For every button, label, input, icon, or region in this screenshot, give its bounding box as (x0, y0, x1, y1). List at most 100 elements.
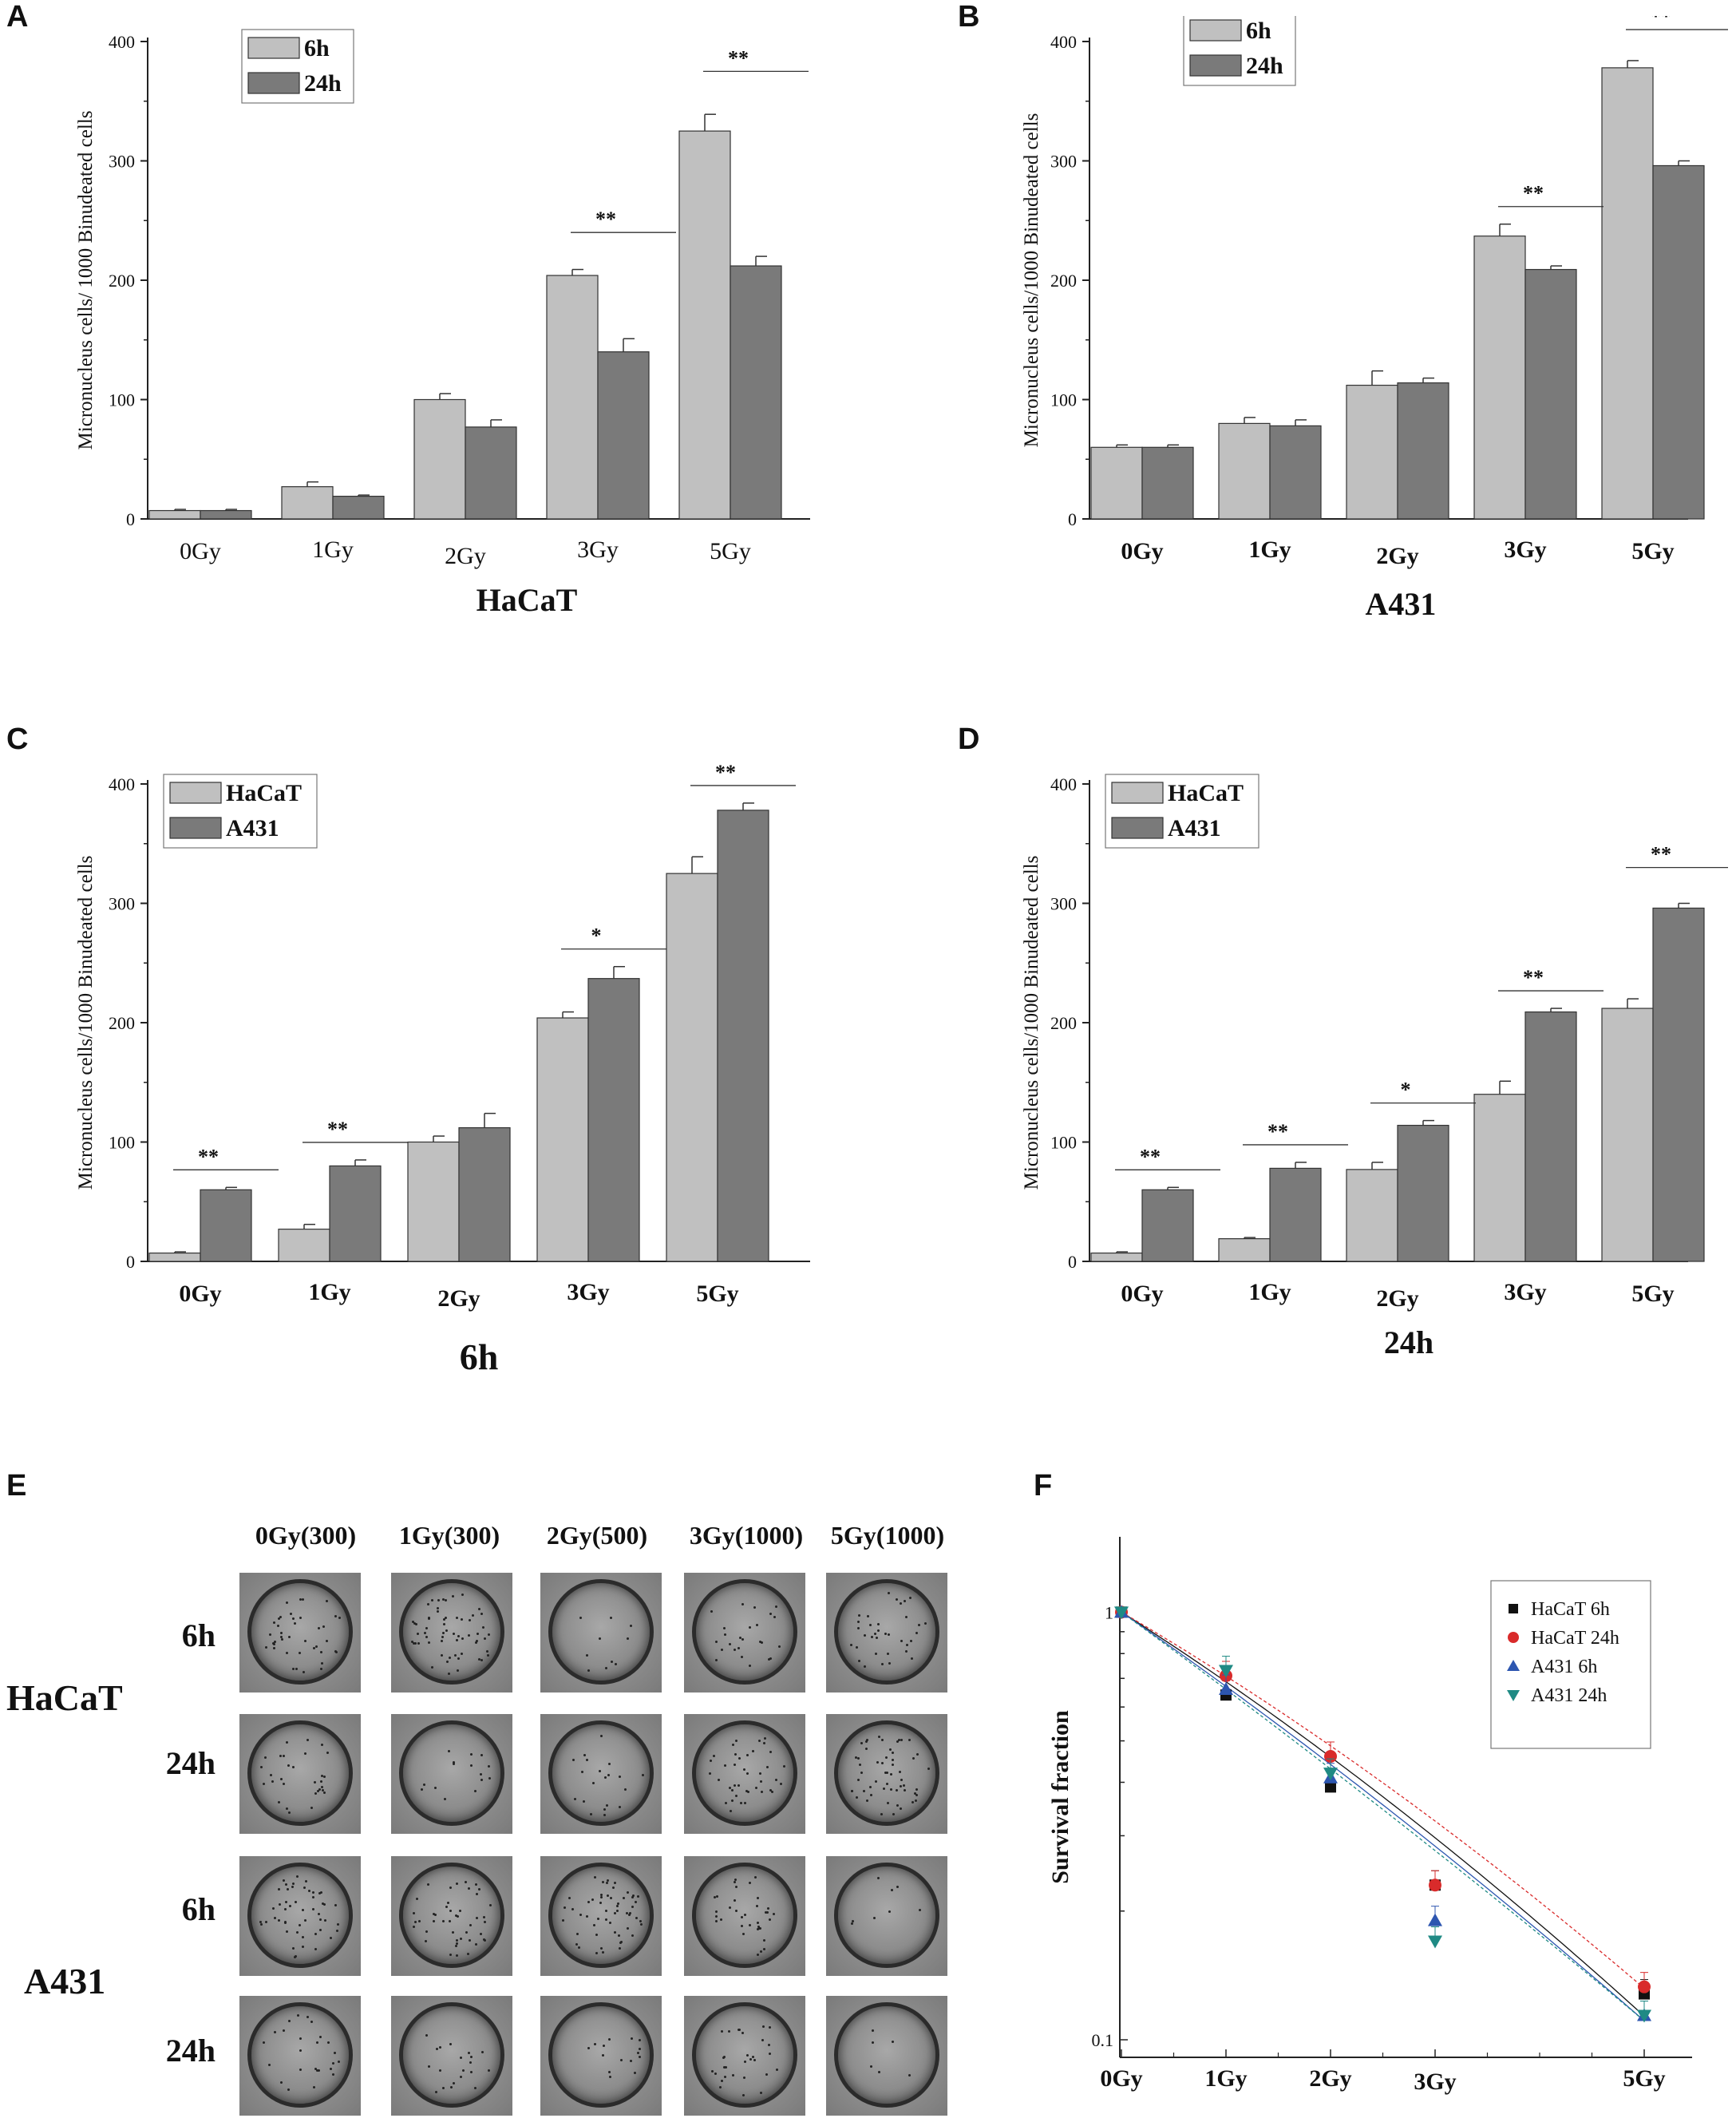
colony-dot (319, 1668, 322, 1671)
chart-a-xtick-label-1: 1Gy (312, 536, 354, 563)
colony-dot (589, 1812, 592, 1815)
colony-dot (636, 2052, 639, 2055)
colony-dot (417, 1632, 420, 1635)
colony-dot (722, 2066, 726, 2069)
colony-dot (454, 1654, 457, 1657)
dish-r3-c4 (834, 2002, 939, 2108)
col-header-3gy: 3Gy(1000) (689, 1521, 804, 1550)
colony-dot (866, 1799, 869, 1803)
colony-dot (279, 1755, 283, 1758)
colony-dot (273, 2030, 276, 2033)
colony-dot (281, 1638, 284, 1641)
colony-dot (903, 1600, 906, 1603)
colony-dot (763, 1938, 766, 1942)
colony-dot (743, 1768, 746, 1771)
colony-dot (580, 1770, 583, 1773)
chart-c-sig-label-1: ** (327, 1118, 348, 1141)
chart-b-xtick-label-2: 2Gy (1376, 543, 1418, 569)
colony-dot (734, 1879, 737, 1882)
chart-b-bar-24h-0gy (1141, 446, 1194, 520)
colony-dot (270, 1773, 273, 1776)
chart-f-point-a431-24h-1 (1219, 1665, 1233, 1678)
colony-dot (776, 2068, 779, 2071)
colony-dot (439, 2046, 442, 2049)
colony-dot (414, 1642, 417, 1645)
colony-dot (856, 1778, 860, 1781)
colony-dot (874, 1632, 877, 1635)
colony-dot (469, 1764, 473, 1768)
colony-dot (306, 1739, 310, 1742)
colony-dot (460, 1618, 463, 1621)
colony-dot (461, 1593, 464, 1596)
colony-dot (318, 1918, 322, 1921)
colony-dot (863, 1665, 866, 1669)
chart-c-xtick-label-2: 2Gy (437, 1285, 480, 1312)
colony-dot (317, 1626, 320, 1629)
colony-dot (292, 1766, 295, 1769)
colony-dot (453, 1761, 456, 1764)
chart-f-point-a431-24h-2 (1323, 1768, 1338, 1781)
colony-dot (317, 1789, 320, 1792)
colony-dot (883, 1787, 886, 1790)
colony-dot (746, 1790, 749, 1793)
chart-d-bar-a431-3gy (1524, 1011, 1577, 1262)
colony-dot (620, 2058, 623, 2061)
colony-dot (906, 1644, 909, 1647)
colony-dot (626, 1911, 629, 1914)
colony-dot (265, 1920, 268, 1923)
chart-d-legend-label-0: HaCaT (1168, 780, 1244, 806)
colony-dot (285, 1883, 288, 1886)
chart-b-sig-label-1: ** (1651, 16, 1671, 28)
colony-dot (738, 1636, 741, 1639)
chart-b-title: A431 (1366, 586, 1437, 622)
chart-f-fit-hacat-24h (1121, 1611, 1645, 1989)
colony-dot (616, 1905, 619, 1908)
colony-dot (437, 1598, 441, 1601)
colony-dot (721, 2030, 724, 2033)
colony-dot (733, 1784, 736, 1787)
colony-dot (459, 1938, 462, 1941)
colony-dot (900, 1779, 903, 1782)
colony-dot (633, 2071, 636, 2074)
colony-dot (875, 1636, 878, 1639)
chart-c-legend-label-0: HaCaT (226, 780, 302, 806)
colony-dot (452, 1762, 455, 1765)
colony-dot (609, 1896, 612, 1899)
colony-dot (594, 1876, 597, 1879)
chart-a-bar-6h-5gy (678, 130, 731, 520)
colony-dot (720, 1649, 723, 1652)
colony-dot (264, 1645, 267, 1649)
chart-c-bar-hacat-5gy (666, 873, 718, 1262)
chart-c-sig-label-3: ** (715, 761, 736, 784)
chart-a-bar-24h-1gy (332, 495, 385, 520)
panel-label-c: C (6, 723, 29, 756)
colony-dot (769, 1789, 772, 1792)
colony-dot (740, 1801, 743, 1804)
colony-dot (474, 1883, 477, 1886)
colony-dot (305, 1879, 308, 1883)
colony-dot (587, 2047, 590, 2050)
colony-dot (783, 1765, 786, 1768)
chart-b-ytick-label-2: 200 (1050, 271, 1077, 291)
chart-a-bar-6h-2gy (413, 398, 466, 520)
colony-dot (725, 1802, 728, 1805)
colony-dot (708, 1772, 711, 1775)
colony-dot (473, 1790, 477, 1793)
chart-a-xtick-label-0: 0Gy (180, 538, 221, 564)
colony-dot (562, 1918, 565, 1922)
colony-dot (741, 1602, 744, 1605)
chart-b-xtick-label-3: 3Gy (1504, 536, 1546, 563)
chart-c-bar-a431-2gy (458, 1126, 511, 1262)
colony-dot (480, 1613, 483, 1616)
chart-d-24h: 0 100 200 300 400 Micronucleus cells/1000 Bin… (1021, 774, 1728, 1360)
colony-dot (757, 1925, 761, 1928)
colony-dot (286, 1807, 289, 1811)
chart-d-bar-hacat-2gy (1346, 1169, 1398, 1262)
colony-dot (615, 1662, 617, 1665)
chart-b-bar-6h-2gy (1346, 384, 1398, 520)
colony-dot (733, 1880, 736, 1883)
colony-dot (862, 1789, 865, 1792)
colony-dot (634, 1900, 637, 1903)
colony-dot (618, 1947, 621, 1950)
dish-r3-c3 (692, 2002, 797, 2108)
